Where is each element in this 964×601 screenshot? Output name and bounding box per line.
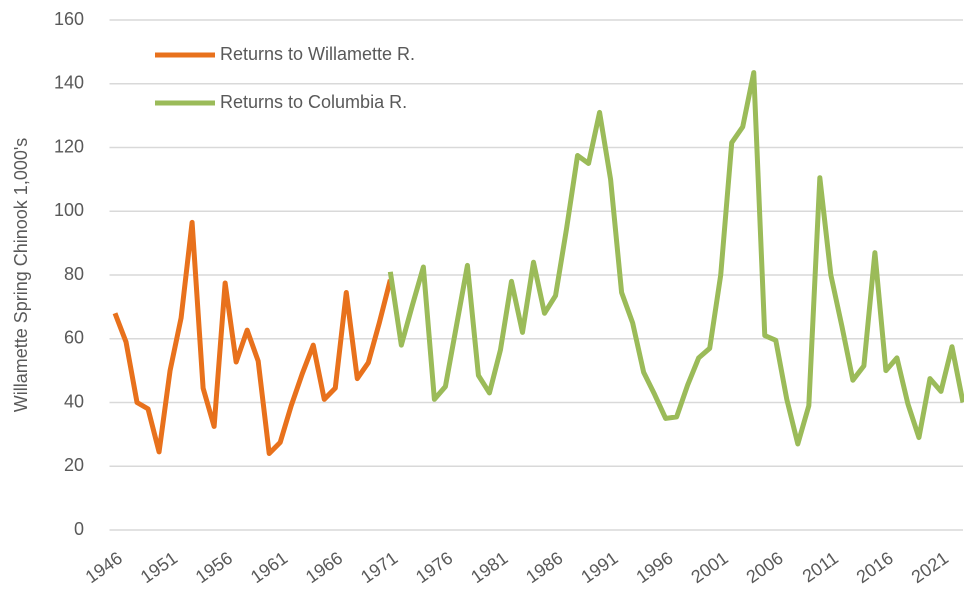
y-tick-label: 40 — [64, 391, 84, 411]
x-tick-label: 1986 — [522, 548, 566, 587]
x-tick-label: 1976 — [412, 548, 456, 587]
y-tick-label: 140 — [54, 73, 84, 93]
x-tick-label: 2021 — [908, 548, 952, 587]
x-tick-label: 1971 — [357, 548, 401, 587]
x-tick-label: 1951 — [137, 548, 181, 587]
y-tick-label: 0 — [74, 519, 84, 539]
y-tick-label: 20 — [64, 455, 84, 475]
x-tick-label: 1991 — [577, 548, 621, 587]
x-tick-label: 1966 — [302, 548, 346, 587]
y-tick-label: 160 — [54, 9, 84, 29]
x-tick-label: 1946 — [82, 548, 126, 587]
x-tick-label: 2001 — [687, 548, 731, 587]
x-tick-label: 2006 — [743, 548, 787, 587]
legend-label: Returns to Columbia R. — [220, 92, 407, 112]
data-line — [112, 219, 393, 456]
x-tick-label: 1956 — [192, 548, 236, 587]
x-tick-label: 1981 — [467, 548, 511, 587]
y-axis-label: Willamette Spring Chinook 1,000's — [11, 138, 31, 413]
x-tick-label: 2016 — [853, 548, 897, 587]
x-tick-label: 1996 — [632, 548, 676, 587]
y-tick-label: 120 — [54, 136, 84, 156]
x-tick-label: 2011 — [799, 548, 842, 587]
x-tick-label: 1961 — [247, 548, 291, 587]
y-tick-label: 100 — [54, 200, 84, 220]
data-line — [387, 70, 964, 447]
legend-label: Returns to Willamette R. — [220, 44, 415, 64]
y-tick-label: 60 — [64, 328, 84, 348]
y-tick-label: 80 — [64, 264, 84, 284]
